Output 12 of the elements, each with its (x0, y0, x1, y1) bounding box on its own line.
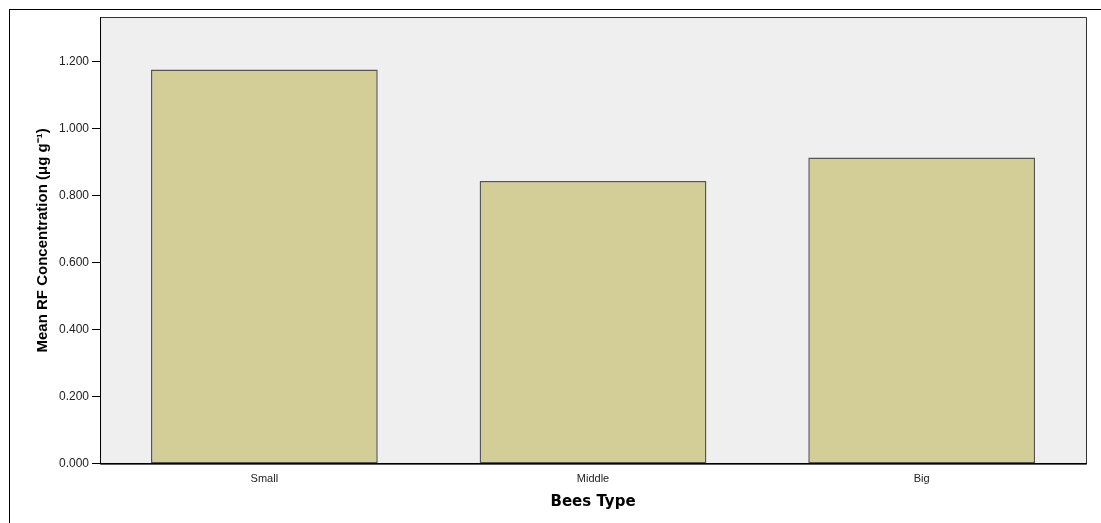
x-tick-label: Middle (576, 472, 610, 485)
y-axis-title: Mean RF Concentration (μg g⁻¹) (33, 128, 51, 353)
x-tick-label: Small (250, 472, 279, 485)
y-tick-label: 0.400 (59, 322, 90, 337)
x-axis-title: Bees Type (550, 491, 636, 510)
y-tick-label: 0.000 (59, 456, 90, 471)
y-tick-label: 0.600 (59, 255, 90, 269)
x-tick-label: Big (913, 472, 930, 485)
y-tick-label: 1.000 (59, 120, 90, 135)
y-tick-label: 0.200 (59, 389, 90, 404)
y-tick-label: 0.800 (59, 187, 90, 202)
y-tick-label: 1.200 (59, 53, 90, 68)
